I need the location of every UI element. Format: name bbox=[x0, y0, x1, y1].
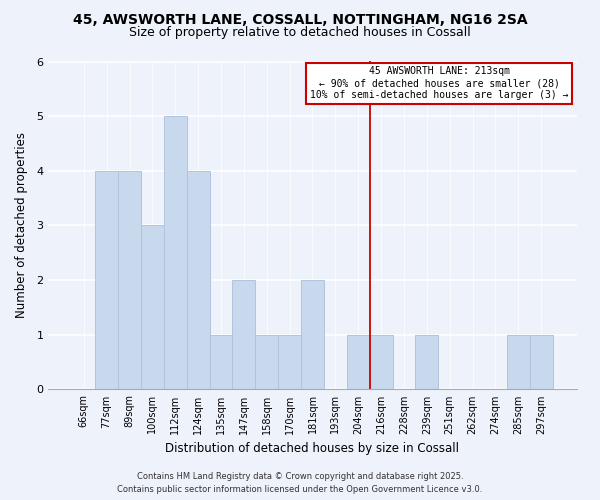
Bar bbox=[370, 335, 392, 390]
Text: Size of property relative to detached houses in Cossall: Size of property relative to detached ho… bbox=[129, 26, 471, 39]
Bar bbox=[141, 226, 164, 390]
Bar bbox=[95, 171, 118, 390]
Bar bbox=[507, 335, 530, 390]
Bar bbox=[164, 116, 187, 390]
Y-axis label: Number of detached properties: Number of detached properties bbox=[15, 132, 28, 318]
Bar bbox=[278, 335, 301, 390]
Bar bbox=[118, 171, 141, 390]
Bar bbox=[530, 335, 553, 390]
Bar bbox=[301, 280, 324, 390]
Bar bbox=[415, 335, 438, 390]
Bar bbox=[187, 171, 209, 390]
Bar bbox=[256, 335, 278, 390]
Text: 45, AWSWORTH LANE, COSSALL, NOTTINGHAM, NG16 2SA: 45, AWSWORTH LANE, COSSALL, NOTTINGHAM, … bbox=[73, 12, 527, 26]
X-axis label: Distribution of detached houses by size in Cossall: Distribution of detached houses by size … bbox=[166, 442, 460, 455]
Bar bbox=[232, 280, 256, 390]
Bar bbox=[209, 335, 232, 390]
Text: 45 AWSWORTH LANE: 213sqm
← 90% of detached houses are smaller (28)
10% of semi-d: 45 AWSWORTH LANE: 213sqm ← 90% of detach… bbox=[310, 66, 569, 100]
Bar bbox=[347, 335, 370, 390]
Text: Contains HM Land Registry data © Crown copyright and database right 2025.
Contai: Contains HM Land Registry data © Crown c… bbox=[118, 472, 482, 494]
